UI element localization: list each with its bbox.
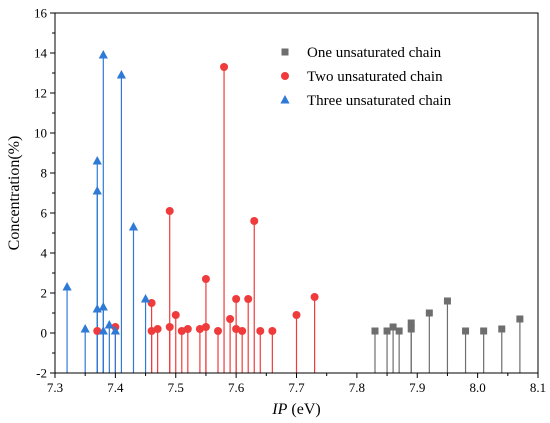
two-unsaturated-chain-point [232, 295, 241, 303]
two-unsaturated-chain-point [268, 327, 277, 335]
legend-marker-one-unsaturated-chain [281, 48, 289, 56]
three-unsaturated-chain-point [110, 326, 120, 335]
three-unsaturated-chain-point [98, 302, 108, 311]
two-unsaturated-chain-point [201, 323, 210, 331]
two-unsaturated-chain-point [250, 217, 259, 225]
marker-layer [62, 50, 524, 335]
two-unsaturated-chain-point [220, 63, 229, 71]
two-unsaturated-chain-point [256, 327, 265, 335]
one-unsaturated-chain-point [407, 325, 415, 333]
legend-label: Three unsaturated chain [307, 93, 452, 109]
x-axis-label-unit: (eV) [287, 401, 320, 418]
y-tick-label: 4 [41, 246, 48, 261]
two-unsaturated-chain-point [93, 327, 102, 335]
one-unsaturated-chain-point [407, 319, 415, 327]
x-tick-label: 7.7 [288, 380, 305, 395]
y-tick-label: 8 [41, 166, 48, 181]
y-tick-label: 0 [41, 326, 48, 341]
legend: One unsaturated chain Two unsaturated cha… [280, 45, 452, 109]
x-tick-label: 7.8 [349, 380, 365, 395]
three-unsaturated-chain-point [128, 222, 139, 231]
one-unsaturated-chain-point [480, 327, 488, 335]
y-tick-label: 10 [34, 126, 47, 141]
three-unsaturated-chain-point [92, 186, 102, 195]
x-tick-label: 7.3 [47, 380, 63, 395]
axis-ticks: 7.3 7.4 7.5 7.6 7.7 7.8 7.9 8.0 8.1 -2 0 2 4 6 8 10 12 14… [34, 6, 546, 396]
one-unsaturated-chain-point [462, 327, 470, 335]
two-unsaturated-chain-point [310, 293, 319, 301]
one-unsaturated-chain-point [443, 297, 451, 305]
y-tick-label: 14 [34, 46, 48, 61]
legend-marker-two-unsaturated-chain [281, 72, 289, 80]
two-unsaturated-chain-point [165, 323, 174, 331]
two-unsaturated-chain-point [165, 207, 174, 215]
three-unsaturated-chain-point [62, 282, 72, 291]
three-unsaturated-chain-point [98, 326, 108, 335]
y-axis-label: Concentration(%) [6, 136, 23, 251]
one-unsaturated-chain-point [395, 327, 403, 335]
three-unsaturated-chain-point [104, 320, 114, 329]
two-unsaturated-chain-point [244, 295, 253, 303]
three-unsaturated-chain-point [116, 70, 127, 79]
x-tick-label: 7.9 [409, 380, 425, 395]
x-tick-label: 7.6 [228, 380, 245, 395]
three-unsaturated-chain-point [80, 324, 90, 333]
y-tick-label: 12 [34, 86, 47, 101]
three-unsaturated-chain-point [98, 50, 108, 59]
one-unsaturated-chain-point [371, 327, 379, 335]
legend-label: Two unsaturated chain [307, 69, 443, 85]
two-unsaturated-chain-point [153, 325, 162, 333]
two-unsaturated-chain-point [147, 299, 156, 307]
x-axis-label: IP (eV) [271, 401, 320, 418]
y-tick-label: -2 [36, 366, 47, 381]
y-tick-label: 16 [34, 6, 48, 21]
two-unsaturated-chain-point [147, 327, 156, 335]
one-unsaturated-chain-point [389, 323, 397, 331]
one-unsaturated-chain-point [498, 325, 506, 333]
one-unsaturated-chain-point [425, 309, 433, 317]
two-unsaturated-chain-point [183, 325, 192, 333]
two-unsaturated-chain-point [232, 325, 241, 333]
three-unsaturated-chain-point [92, 156, 102, 165]
two-unsaturated-chain-point [214, 327, 223, 335]
two-unsaturated-chain-point [177, 327, 186, 335]
y-tick-label: 2 [41, 286, 48, 301]
two-unsaturated-chain-point [195, 325, 204, 333]
three-unsaturated-chain-point [140, 294, 151, 303]
two-unsaturated-chain-point [238, 327, 247, 335]
one-unsaturated-chain-point [516, 315, 524, 323]
two-unsaturated-chain-point [292, 311, 301, 319]
stem-layer [66, 55, 521, 373]
x-tick-label: 7.4 [107, 380, 124, 395]
x-tick-label: 8.1 [530, 380, 546, 395]
two-unsaturated-chain-point [171, 311, 180, 319]
y-tick-label: 6 [41, 206, 48, 221]
one-unsaturated-chain-point [383, 327, 391, 335]
legend-label: One unsaturated chain [307, 45, 442, 61]
x-tick-label: 8.0 [470, 380, 486, 395]
legend-marker-three-unsaturated-chain [280, 95, 290, 104]
two-unsaturated-chain-point [201, 275, 210, 283]
x-tick-label: 7.5 [168, 380, 184, 395]
two-unsaturated-chain-point [226, 315, 235, 323]
x-axis-label-variable: IP [271, 401, 287, 418]
